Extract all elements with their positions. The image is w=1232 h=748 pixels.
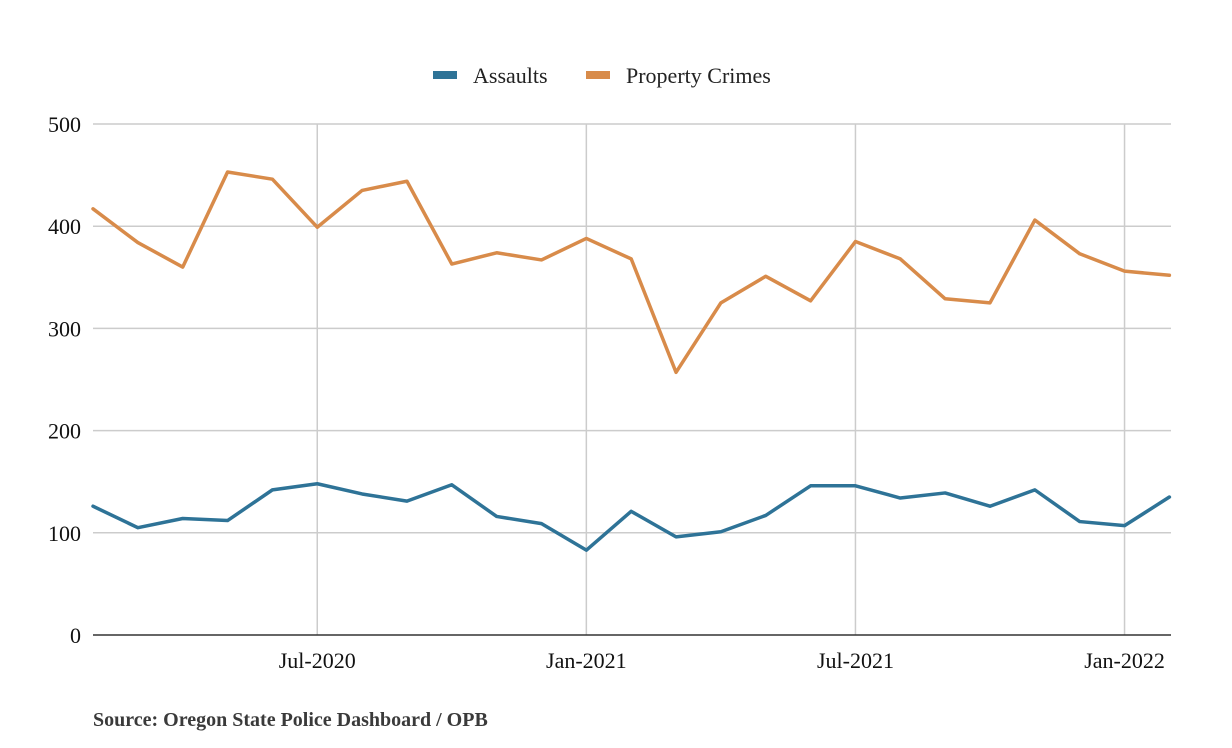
legend-label-property-crimes: Property Crimes <box>626 63 771 88</box>
x-tick-label: Jan-2022 <box>1084 648 1165 673</box>
y-tick-label: 400 <box>48 214 81 239</box>
legend-label-assaults: Assaults <box>473 63 548 88</box>
x-gridlines <box>316 124 1126 635</box>
chart-legend: Assaults Property Crimes <box>433 63 771 88</box>
y-tick-label: 500 <box>48 112 81 137</box>
source-note: Source: Oregon State Police Dashboard / … <box>93 709 488 731</box>
y-tick-label: 200 <box>48 419 81 444</box>
x-tick-label: Jan-2021 <box>546 648 627 673</box>
y-tick-label: 0 <box>70 623 81 648</box>
legend-swatch-property-crimes <box>586 71 610 79</box>
legend-swatch-assaults <box>433 71 457 79</box>
y-gridlines <box>93 123 1171 534</box>
y-axis-ticks: 0 100 200 300 400 500 <box>48 112 81 648</box>
x-axis-ticks: Jul-2020 Jan-2021 Jul-2021 Jan-2022 <box>279 648 1165 673</box>
y-tick-label: 100 <box>48 521 81 546</box>
y-tick-label: 300 <box>48 316 81 341</box>
series-line-property-crimes <box>91 170 1172 375</box>
series-lines <box>91 170 1172 552</box>
series-line-assaults <box>91 481 1172 552</box>
x-tick-label: Jul-2020 <box>279 648 356 673</box>
x-tick-label: Jul-2021 <box>817 648 894 673</box>
